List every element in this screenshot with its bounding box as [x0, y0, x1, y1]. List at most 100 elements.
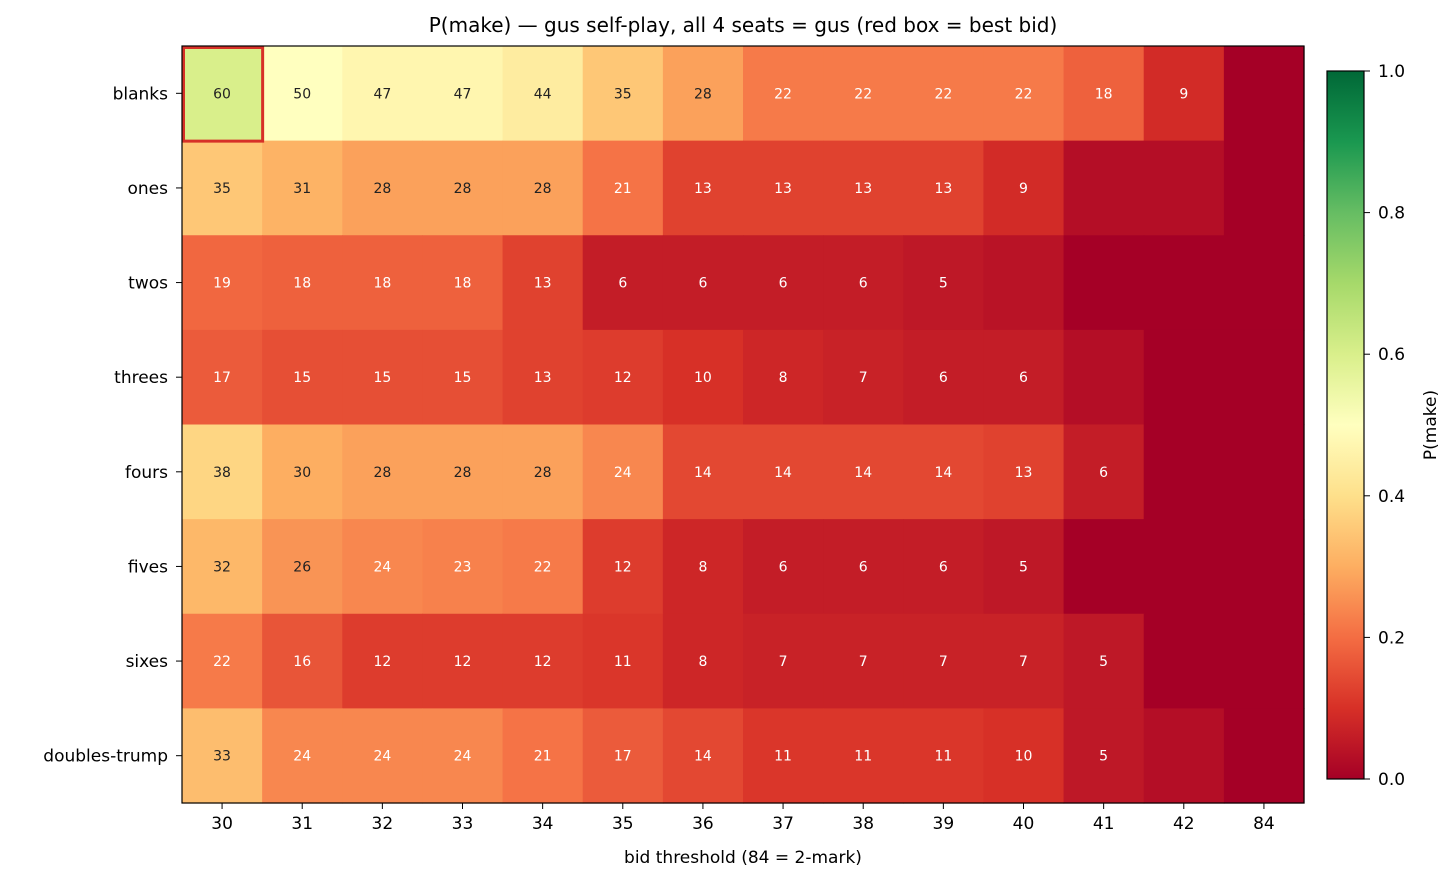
heatmap-cell	[1223, 519, 1305, 615]
y-tick-label: fours	[125, 463, 168, 483]
colorbar	[1326, 70, 1365, 780]
x-tick-label: 37	[772, 814, 794, 834]
heatmap-cell	[983, 329, 1065, 426]
heatmap-cell	[662, 235, 744, 331]
colorbar-tick-label: 0.4	[1378, 487, 1405, 507]
cell-value-label: 6	[859, 276, 868, 292]
cell-value-label: 22	[854, 86, 872, 102]
cell-value-label: 6	[939, 559, 948, 575]
cell-value-label: 7	[859, 654, 868, 670]
heatmap-cell	[262, 424, 343, 520]
heatmap-cells	[182, 46, 1305, 804]
cell-value-label: 22	[934, 86, 952, 102]
cell-value-label: 14	[694, 465, 712, 481]
heatmap-cell	[743, 235, 824, 331]
heatmap-cell	[422, 46, 504, 142]
y-axis-ticks: blanks ones twos threes fours fives sixes doubl…	[43, 84, 182, 767]
plot-frame	[181, 45, 1305, 804]
cell-value-label: 24	[373, 749, 391, 765]
x-tick-label: 33	[452, 814, 474, 834]
heatmap-cell	[903, 140, 985, 236]
heatmap-cell	[342, 424, 424, 520]
heatmap-cell	[1143, 46, 1225, 142]
cell-value-label: 13	[854, 181, 872, 197]
cell-value-label: 21	[534, 749, 552, 765]
cell-value-label: 60	[213, 86, 231, 102]
heatmap-cell	[342, 329, 424, 426]
heatmap-cell	[502, 708, 584, 804]
cell-value-label: 13	[774, 181, 792, 197]
heatmap-cell	[1063, 46, 1145, 142]
heatmap-cell	[262, 235, 343, 331]
cell-value-label: 14	[694, 749, 712, 765]
cell-value-label: 7	[859, 370, 868, 386]
y-tick-label: ones	[128, 179, 169, 199]
x-tick-label: 36	[692, 814, 714, 834]
heatmap-cell	[743, 519, 824, 615]
cell-value-label: 7	[939, 654, 948, 670]
cell-value-label: 28	[373, 181, 391, 197]
heatmap-cell	[502, 424, 584, 520]
heatmap-cell	[1223, 424, 1305, 520]
heatmap-cell	[662, 519, 744, 615]
cell-value-label: 21	[614, 181, 632, 197]
colorbar-tick-label: 0.0	[1378, 770, 1405, 790]
cell-value-label: 10	[694, 370, 712, 386]
heatmap-cell	[182, 46, 263, 142]
cell-value-label: 31	[293, 181, 311, 197]
cell-value-label: 28	[454, 181, 472, 197]
heatmap-cell	[582, 519, 664, 615]
cell-value-label: 8	[698, 559, 707, 575]
cell-value-label: 23	[454, 559, 472, 575]
x-axis-label: bid threshold (84 = 2-mark)	[624, 848, 862, 868]
x-tick-label: 35	[612, 814, 634, 834]
heatmap-cell	[1143, 613, 1225, 709]
cell-value-label: 22	[774, 86, 792, 102]
cell-value-label: 35	[213, 181, 231, 197]
colorbar-ticks: 0.0 0.2 0.4 0.6 0.8 1.0	[1364, 62, 1405, 790]
cell-value-label: 6	[1099, 465, 1108, 481]
heatmap-cell	[422, 329, 504, 426]
x-tick-label: 42	[1173, 814, 1195, 834]
heatmap-cell	[262, 329, 343, 426]
heatmap-cell	[262, 46, 343, 142]
heatmap-cell	[342, 519, 424, 615]
cell-value-label: 9	[1019, 181, 1028, 197]
heatmap-cell	[823, 329, 904, 426]
cell-value-label: 5	[1019, 559, 1028, 575]
cell-value-label: 15	[293, 370, 311, 386]
x-tick-label: 39	[933, 814, 955, 834]
heatmap-cell	[662, 613, 744, 709]
heatmap-cell	[502, 329, 584, 426]
heatmap-cell	[342, 46, 424, 142]
cell-value-label: 12	[534, 654, 552, 670]
cell-value-label: 6	[939, 370, 948, 386]
cell-value-label: 11	[854, 749, 872, 765]
cell-value-label: 15	[373, 370, 391, 386]
cell-value-label: 13	[534, 370, 552, 386]
heatmap-cell	[422, 424, 504, 520]
cell-value-label: 12	[614, 370, 632, 386]
heatmap-cell	[1063, 329, 1145, 426]
heatmap-cell	[983, 613, 1065, 709]
heatmap-cell	[823, 46, 904, 142]
cell-value-label: 5	[1099, 749, 1108, 765]
cell-value-label: 32	[213, 559, 231, 575]
cell-value-label: 28	[454, 465, 472, 481]
heatmap-cell	[743, 140, 824, 236]
heatmap-cell	[342, 708, 424, 804]
heatmap-cell	[662, 140, 744, 236]
heatmap-cell	[1223, 46, 1305, 142]
heatmap-cell	[1063, 519, 1145, 615]
heatmap-cell	[182, 140, 263, 236]
heatmap-cell	[582, 613, 664, 709]
heatmap-cell	[983, 46, 1065, 142]
heatmap-cell	[823, 613, 904, 709]
heatmap-cell	[182, 424, 263, 520]
cell-value-label: 8	[779, 370, 788, 386]
cell-value-label: 47	[373, 86, 391, 102]
heatmap-cell	[903, 708, 985, 804]
cell-value-label: 50	[293, 86, 311, 102]
heatmap-cell	[342, 140, 424, 236]
heatmap-cell	[1223, 140, 1305, 236]
